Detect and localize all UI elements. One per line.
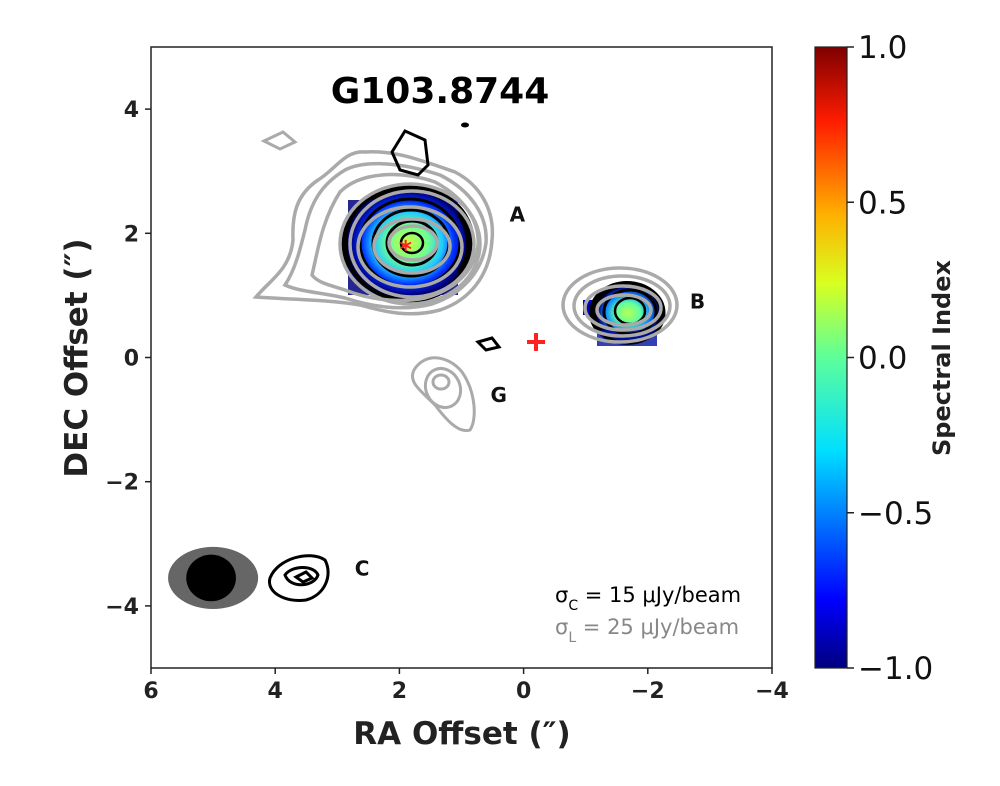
source-label-b: B (690, 290, 705, 314)
plot-area (150, 46, 773, 669)
x-tick-label: 4 (268, 679, 283, 704)
chart-title: G103.8744 (331, 71, 550, 112)
l-band-contour-north (260, 130, 298, 151)
source-label-c: C (355, 557, 370, 581)
plus-marker (527, 332, 546, 351)
source-c-c-band-contours (268, 554, 330, 602)
x-axis-ticks: 6 4 2 0 −2 −4 (143, 668, 789, 704)
source-g-l-band-contours (411, 356, 476, 433)
x-tick-label: −4 (755, 679, 789, 704)
y-tick-label: −4 (105, 595, 139, 620)
beam-c-band (186, 554, 236, 602)
x-tick-label: 2 (392, 679, 407, 704)
image-layer (168, 122, 679, 610)
x-axis-title: RA Offset (″) (353, 716, 570, 752)
y-axis-ticks: 4 2 0 −2 −4 (105, 98, 151, 620)
source-label-a: A (510, 203, 526, 227)
colorbar-tick-label: 0.0 (858, 341, 907, 377)
colorbar (814, 46, 848, 669)
x-tick-label: 0 (516, 679, 531, 704)
c-band-contour-north (390, 129, 430, 177)
colorbar-tick-label: 1.0 (858, 30, 907, 66)
colorbar-title: Spectral Index (928, 259, 956, 456)
source-b-l-band-contours (561, 266, 679, 344)
sigma-c-label: σC = 15 μJy/beam (555, 583, 741, 614)
star-marker: * (399, 236, 412, 264)
colorbar-ticks: 1.0 0.5 0.0 −0.5 −1.0 (847, 30, 933, 687)
y-tick-label: −2 (105, 471, 139, 496)
c-band-contour-center (475, 336, 502, 352)
colorbar-tick-label: −1.0 (858, 651, 933, 687)
source-label-g: G (491, 383, 507, 407)
colorbar-tick-label: 0.5 (858, 185, 907, 221)
x-tick-label: −2 (631, 679, 665, 704)
y-tick-label: 0 (124, 347, 139, 372)
source-a-l-band-contours (252, 150, 495, 316)
y-axis-title: DEC Offset (″) (59, 238, 95, 477)
sigma-l-label: σL = 25 μJy/beam (555, 615, 739, 646)
colorbar-tick-label: −0.5 (858, 496, 933, 532)
y-tick-label: 4 (124, 98, 139, 123)
x-tick-label: 6 (143, 679, 158, 704)
y-tick-label: 2 (124, 222, 139, 247)
c-band-contour-speck (461, 122, 469, 128)
